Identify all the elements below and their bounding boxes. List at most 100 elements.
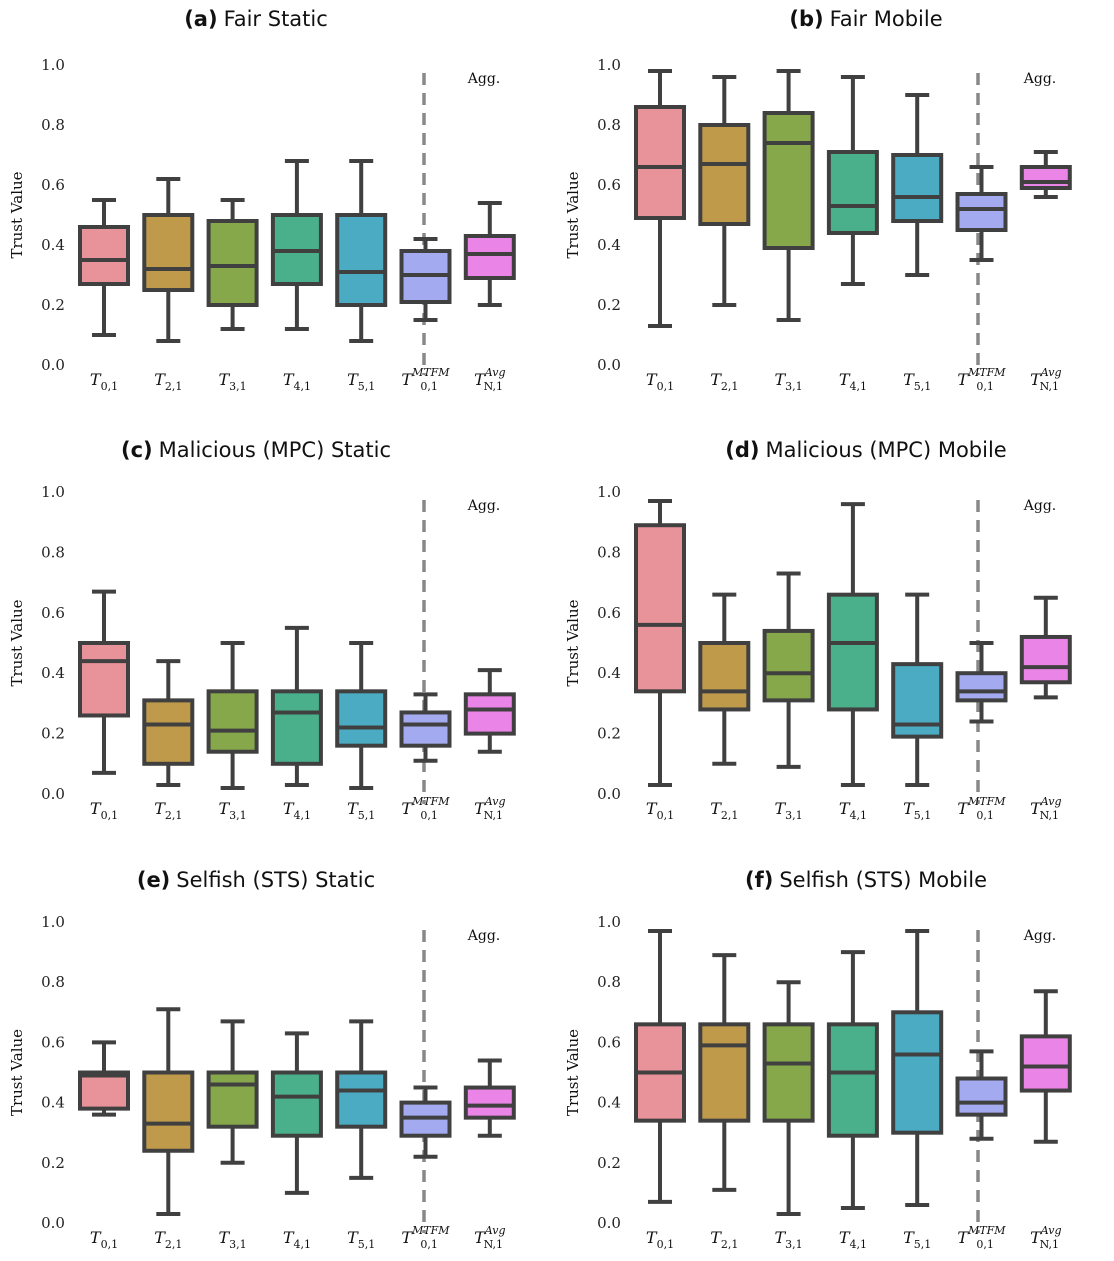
box-1 <box>698 953 751 1192</box>
y-axis-label: Trust Value <box>564 171 582 258</box>
cat-sub: 0,1 <box>420 380 438 393</box>
cat-sub: 4,1 <box>293 809 311 822</box>
cat-sup: Avg <box>1040 366 1062 379</box>
cat-base: T <box>1030 370 1042 389</box>
panel-title-text: Selfish (STS) Mobile <box>779 868 987 892</box>
x-category-label: T4,1 <box>283 370 311 393</box>
x-category-label: T2,1 <box>154 799 182 822</box>
x-category-label: T2,1 <box>710 370 738 393</box>
x-category-label: T3,1 <box>219 1228 247 1251</box>
cat-base: T <box>154 799 166 818</box>
cat-sup: Avg <box>484 1224 506 1237</box>
box-iqr <box>826 1022 879 1138</box>
x-category-label: TMTFM 0,1 <box>401 795 450 822</box>
x-category-label: T2,1 <box>154 1228 182 1251</box>
panel-title: (d) Malicious (MPC) Mobile <box>725 438 1006 462</box>
y-tick-label: 0.8 <box>597 543 621 561</box>
x-category-label: T4,1 <box>839 799 867 822</box>
box-2 <box>206 198 259 331</box>
box-iqr <box>463 1085 516 1120</box>
cat-base: T <box>710 799 722 818</box>
cat-base: T <box>401 370 413 389</box>
x-category-label: T3,1 <box>775 1228 803 1251</box>
panel-title-tag: (c) <box>121 438 153 462</box>
box-iqr <box>142 698 195 766</box>
panel-a: (a) Fair Static Trust Value 0.0 0.2 0.4 0.6 0.8… <box>8 7 516 393</box>
x-category-label: TAvg N,1 <box>1030 366 1061 393</box>
cat-sub: 5,1 <box>358 380 376 393</box>
cat-base: T <box>646 1228 658 1247</box>
x-category-label: T5,1 <box>347 799 375 822</box>
cat-base: T <box>775 799 787 818</box>
cat-base: T <box>1030 1228 1042 1247</box>
cat-sub: 4,1 <box>293 380 311 393</box>
y-tick-label: 0.0 <box>597 356 621 374</box>
x-category-label: T0,1 <box>90 370 118 393</box>
box-iqr <box>826 592 879 712</box>
box-iqr <box>399 710 452 748</box>
box-3 <box>270 625 323 787</box>
panel-d: (d) Malicious (MPC) Mobile Trust Value 0.0 0… <box>564 438 1072 822</box>
box-iqr <box>463 234 516 280</box>
box-4 <box>335 1019 388 1180</box>
box-0 <box>78 1040 130 1117</box>
x-category-label: T0,1 <box>646 370 674 393</box>
cat-sub: 0,1 <box>657 1238 675 1251</box>
cat-sub: 5,1 <box>358 809 376 822</box>
box-iqr <box>335 213 388 307</box>
cat-base: T <box>474 370 486 389</box>
x-category-label: T2,1 <box>710 799 738 822</box>
x-category-label: TAvg N,1 <box>1030 1224 1061 1251</box>
cat-base: T <box>957 370 969 389</box>
y-tick-label: 0.0 <box>41 1214 65 1232</box>
agg-label: Agg. <box>1023 928 1056 944</box>
cat-sub: 4,1 <box>293 1238 311 1251</box>
box-0 <box>634 69 686 328</box>
box-4 <box>891 592 944 787</box>
y-tick-label: 0.6 <box>41 176 65 194</box>
panel-title-text: Fair Static <box>224 7 328 31</box>
box-4 <box>335 641 388 790</box>
box-3 <box>270 159 323 331</box>
box-iqr <box>206 219 259 307</box>
y-tick-label: 0.4 <box>41 236 65 254</box>
cat-base: T <box>219 799 231 818</box>
y-tick-label: 0.6 <box>597 604 621 622</box>
y-axis-label: Trust Value <box>564 1029 582 1116</box>
box-0 <box>634 499 686 787</box>
x-category-label: T2,1 <box>710 1228 738 1251</box>
cat-base: T <box>283 370 295 389</box>
box-iqr <box>1019 634 1072 685</box>
x-category-label: T4,1 <box>839 370 867 393</box>
x-category-label: T5,1 <box>347 1228 375 1251</box>
cat-sub: N,1 <box>1040 380 1059 393</box>
x-category-label: T3,1 <box>775 370 803 393</box>
x-category-label: T5,1 <box>903 799 931 822</box>
y-axis-label: Trust Value <box>564 599 582 686</box>
x-category-label: TAvg N,1 <box>474 366 505 393</box>
box-iqr <box>206 1070 259 1129</box>
box-iqr <box>698 641 751 712</box>
y-tick-label: 0.8 <box>41 543 65 561</box>
cat-base: T <box>839 370 851 389</box>
cat-base: T <box>646 370 658 389</box>
cat-sub: 3,1 <box>785 1238 803 1251</box>
y-tick-label: 0.0 <box>597 785 621 803</box>
cat-sub: N,1 <box>1040 1238 1059 1251</box>
x-category-label: T4,1 <box>283 799 311 822</box>
box-2 <box>762 571 815 769</box>
cat-sub: 5,1 <box>914 380 932 393</box>
x-category-label: TMTFM 0,1 <box>401 366 450 393</box>
cat-sub: 5,1 <box>358 1238 376 1251</box>
cat-sub: 2,1 <box>165 1238 183 1251</box>
panel-title: (c) Malicious (MPC) Static <box>121 438 391 462</box>
y-tick-label: 1.0 <box>41 483 65 501</box>
panel-title-text: Fair Mobile <box>830 7 943 31</box>
y-tick-label: 0.0 <box>41 356 65 374</box>
cat-sub: 3,1 <box>229 809 247 822</box>
cat-base: T <box>347 370 359 389</box>
cat-sup: Avg <box>484 795 506 808</box>
box-iqr <box>78 225 130 286</box>
x-category-label: T4,1 <box>839 1228 867 1251</box>
